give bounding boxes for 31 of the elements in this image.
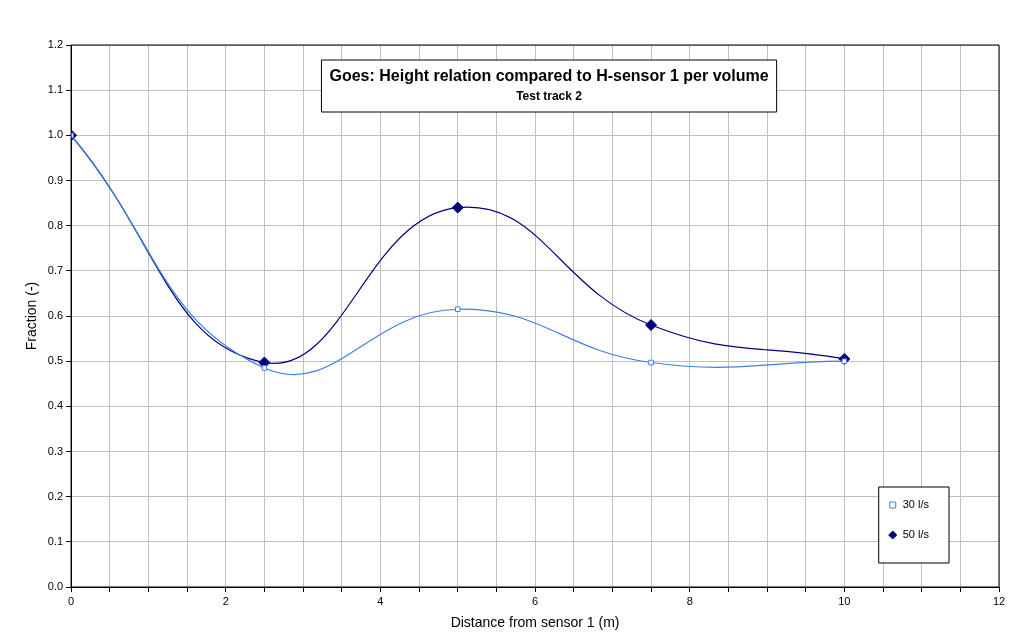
x-tick-label: 4	[377, 594, 384, 607]
y-tick-label: 1.2	[47, 38, 64, 51]
y-tick-label: 0.5	[47, 354, 64, 367]
y-tick-label: 0.2	[47, 489, 64, 502]
x-tick-label: 2	[222, 594, 229, 607]
y-axis-title: Fraction (-)	[23, 281, 40, 351]
y-tick-label: 0.9	[47, 173, 64, 186]
text: Goes: Height relation compared to H-sensor 1 per volume	[329, 67, 769, 85]
point	[261, 365, 268, 371]
x-tick-label: 6	[531, 594, 539, 607]
x-tick-label: 12	[992, 594, 1006, 607]
text: Test track 2	[516, 89, 583, 104]
legend-label: 30 l/s	[902, 498, 930, 511]
point	[645, 319, 658, 332]
y-tick-label: 0.0	[47, 580, 64, 593]
x-axis-title: Distance from sensor 1 (m)	[450, 614, 620, 631]
y-tick-label: 0.6	[47, 309, 64, 322]
legend-label: 50 l/s	[902, 528, 930, 541]
x-tick-label: 0	[68, 594, 75, 607]
point	[454, 306, 461, 312]
y-tick-label: 1.0	[47, 128, 64, 141]
y-tick-label: 0.1	[47, 534, 64, 547]
y-tick-label: 1.1	[47, 83, 64, 96]
y-tick-label: 0.4	[47, 399, 64, 412]
x-tick-label: 8	[686, 594, 693, 607]
x-tick-label: 10	[838, 594, 851, 607]
point	[648, 359, 654, 366]
y-tick-label: 0.3	[47, 444, 64, 457]
y-tick-label: 0.8	[47, 218, 64, 231]
point	[451, 201, 464, 214]
y-tick-label: 0.7	[47, 263, 64, 276]
